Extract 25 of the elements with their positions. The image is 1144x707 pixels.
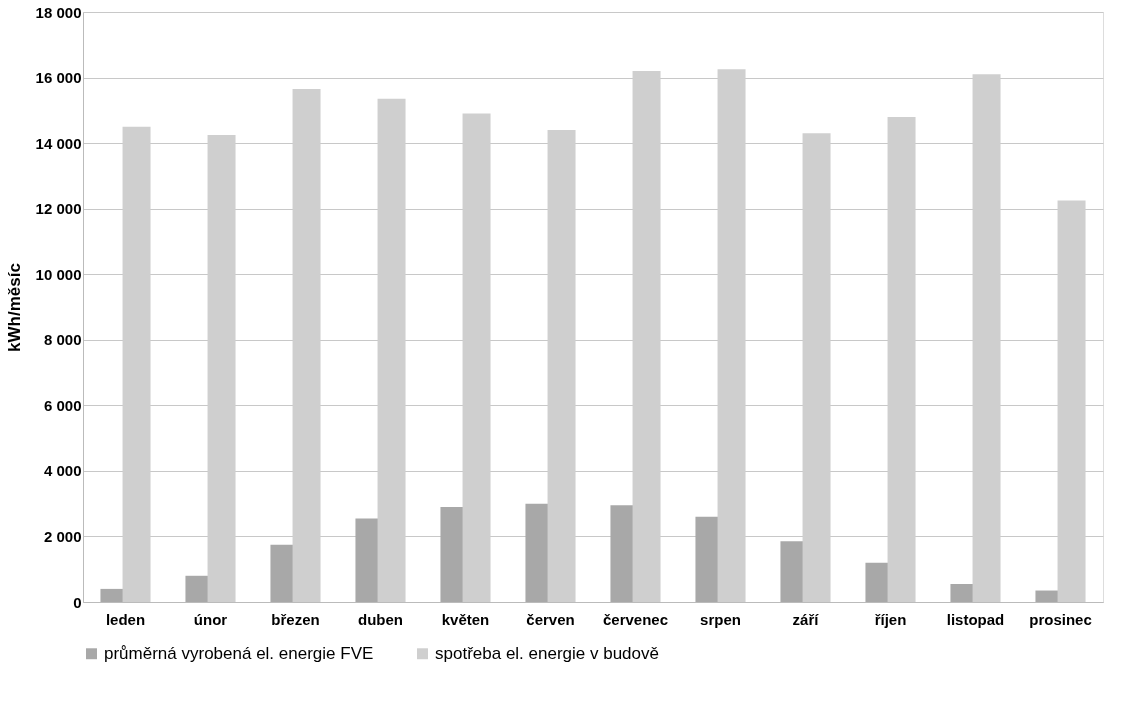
y-tick-label: 12 000 xyxy=(35,200,82,218)
x-tick-label: červenec xyxy=(602,610,669,628)
x-tick-label: březen xyxy=(271,610,320,628)
x-tick-label: leden xyxy=(105,610,146,628)
y-tick-label: 16 000 xyxy=(35,69,82,87)
x-tick-label: prosinec xyxy=(1029,610,1092,628)
x-tick-label: únor xyxy=(193,610,228,628)
x-tick-label: říjen xyxy=(874,610,907,628)
x-tick-label: září xyxy=(792,610,820,628)
y-tick-label: 0 xyxy=(73,593,82,611)
x-tick-label: listopad xyxy=(946,610,1005,628)
legend-label: spotřeba el. energie v budově xyxy=(435,643,659,663)
y-tick-label: 10 000 xyxy=(35,265,82,283)
legend-label: průměrná vyrobená el. energie FVE xyxy=(104,643,374,663)
x-tick-label: červen xyxy=(526,610,575,628)
y-tick-label: 14 000 xyxy=(35,134,82,152)
y-tick-label: 18 000 xyxy=(35,3,82,21)
y-tick-label: 6 000 xyxy=(43,396,82,414)
x-tick-label: květen xyxy=(441,610,490,628)
y-tick-label: 4 000 xyxy=(43,462,82,480)
y-tick-label: 8 000 xyxy=(43,331,82,349)
x-tick-label: srpen xyxy=(700,610,741,628)
y-tick-label: 2 000 xyxy=(43,527,82,545)
x-tick-label: duben xyxy=(358,610,403,628)
y-axis-title: kWh/měsíc xyxy=(4,263,24,352)
